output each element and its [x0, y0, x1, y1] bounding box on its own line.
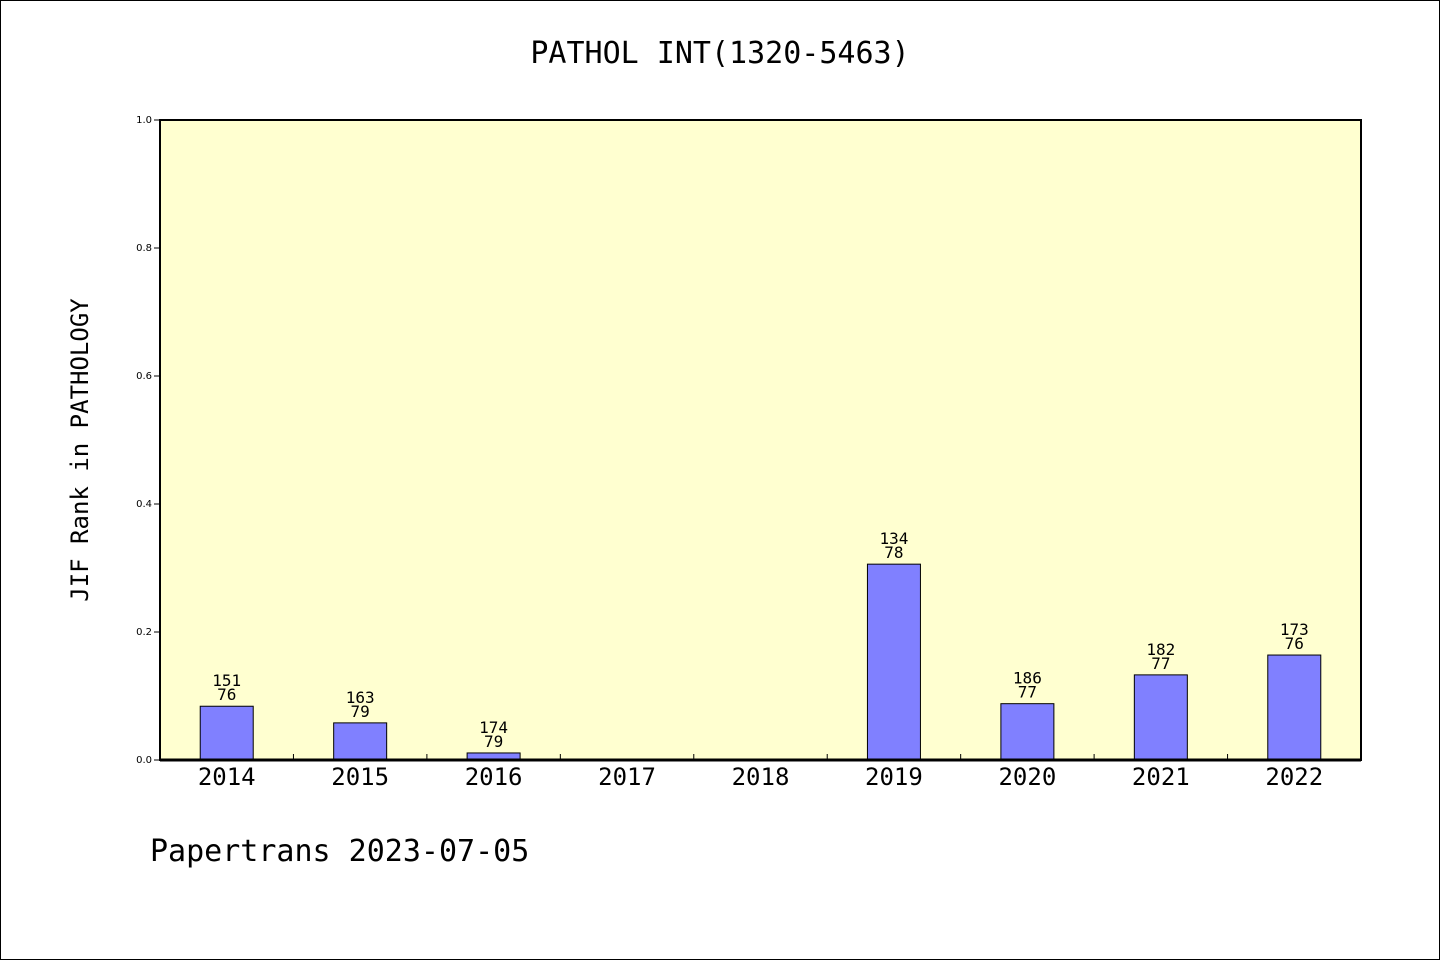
- x-tick-label: 2018: [732, 763, 790, 791]
- x-tick-label: 2019: [865, 763, 923, 791]
- bar: [333, 722, 388, 761]
- bar-label-top: 182: [1146, 640, 1175, 659]
- bar-label-top: 151: [212, 671, 241, 690]
- y-tick-label: 0.4: [136, 499, 152, 510]
- bar: [866, 563, 921, 761]
- x-tick-label: 2017: [598, 763, 656, 791]
- bar: [1000, 703, 1055, 761]
- footer-text: Papertrans 2023-07-05: [150, 834, 530, 869]
- chart-title: PATHOL INT(1320-5463): [530, 36, 910, 71]
- y-tick-label: 0.6: [136, 371, 152, 382]
- bar: [1133, 674, 1188, 761]
- bar: [1267, 654, 1322, 761]
- x-tick-label: 2020: [998, 763, 1056, 791]
- y-tick-label: 0.0: [136, 755, 152, 766]
- plot-area: [160, 120, 1361, 760]
- bar-label-top: 174: [479, 718, 508, 737]
- y-tick-label: 0.8: [136, 243, 152, 254]
- bar-label-bottom: 78: [884, 543, 903, 562]
- bar-label-top: 173: [1280, 620, 1309, 639]
- x-tick-label: 2021: [1132, 763, 1190, 791]
- x-tick-label: 2014: [198, 763, 256, 791]
- bar-label-bottom: 76: [1285, 634, 1304, 653]
- x-tick-label: 2016: [465, 763, 523, 791]
- y-tick-label: 0.2: [136, 627, 152, 638]
- bar-label-top: 134: [879, 529, 908, 548]
- bar-label-bottom: 76: [217, 685, 236, 704]
- y-tick-label: 1.0: [136, 115, 152, 126]
- x-tick-label: 2015: [331, 763, 389, 791]
- x-tick-label: 2022: [1265, 763, 1323, 791]
- bar-label-top: 186: [1013, 669, 1042, 688]
- bar-label-bottom: 77: [1151, 654, 1170, 673]
- bar-label-top: 163: [346, 688, 375, 707]
- bar-label-bottom: 79: [484, 732, 503, 751]
- bar: [199, 705, 254, 761]
- bar-label-bottom: 77: [1018, 683, 1037, 702]
- bar-label-bottom: 79: [351, 702, 370, 721]
